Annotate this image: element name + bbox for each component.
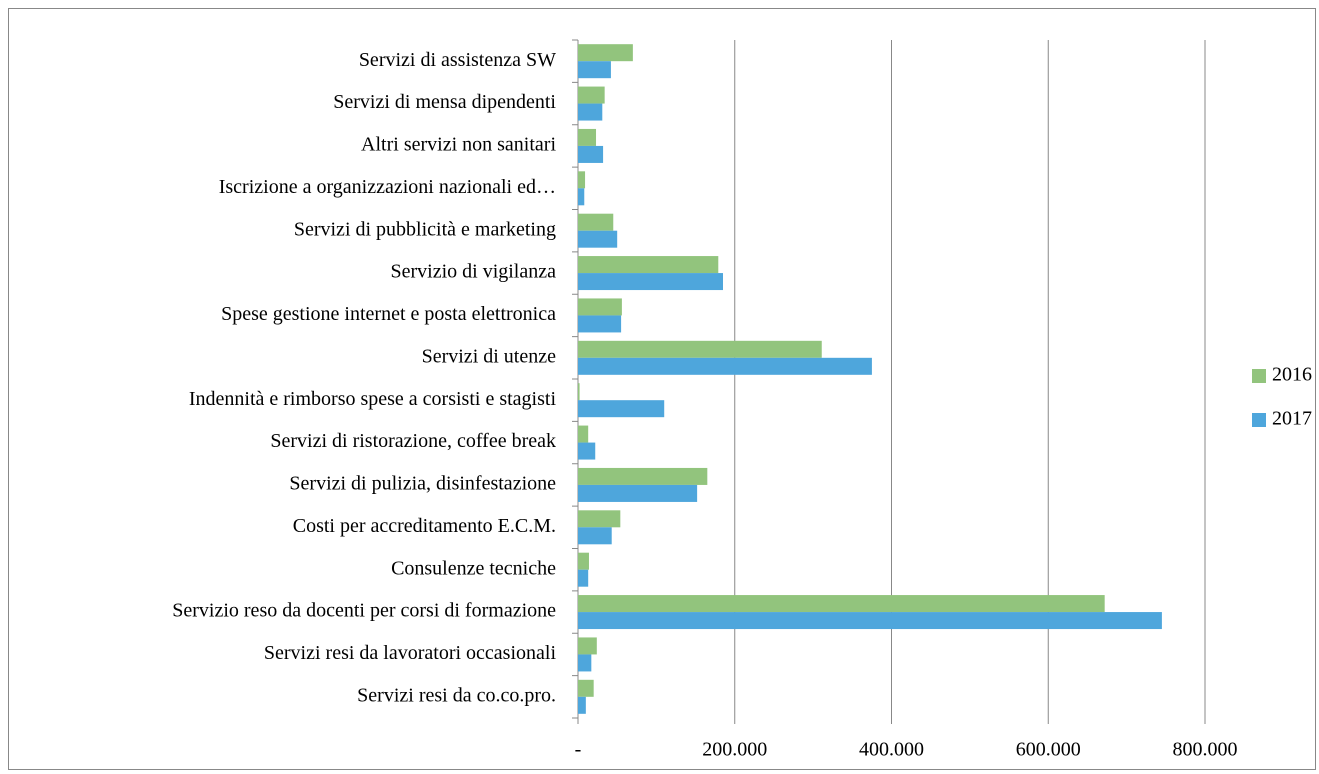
bar — [578, 357, 872, 375]
bar — [578, 654, 592, 672]
legend-swatch — [1252, 369, 1266, 383]
y-tick-label: Servizi di utenze — [422, 345, 557, 367]
x-tick-label: 200.000 — [702, 739, 767, 761]
bar — [578, 340, 822, 358]
bar — [578, 256, 719, 274]
bar — [578, 425, 589, 443]
y-tick-label: Servizi di ristorazione, coffee break — [270, 430, 556, 452]
y-tick-label: Altri servizi non sanitari — [361, 134, 556, 156]
bar — [578, 569, 589, 587]
chart-frame — [8, 8, 1316, 770]
x-tick-label: 800.000 — [1173, 739, 1238, 761]
bar — [578, 86, 605, 104]
bar — [578, 315, 622, 333]
bar — [578, 298, 622, 316]
bar — [578, 637, 597, 655]
bar — [578, 188, 585, 206]
bar — [578, 527, 612, 545]
y-tick-label: Spese gestione internet e posta elettron… — [221, 303, 556, 325]
y-tick-label: Servizi di pulizia, disinfestazione — [289, 473, 556, 495]
y-tick-label: Iscrizione a organizzazioni nazionali ed… — [219, 176, 556, 198]
bar — [578, 145, 604, 163]
y-tick-label: Servizi di assistenza SW — [359, 49, 556, 71]
legend-label: 2016 — [1272, 364, 1312, 386]
y-tick-label: Consulenze tecniche — [391, 557, 556, 579]
bar — [578, 612, 1162, 630]
bar — [578, 273, 723, 291]
bar — [578, 213, 614, 231]
bar — [578, 61, 611, 79]
x-tick-label: 600.000 — [1016, 739, 1081, 761]
y-tick-label: Servizi di pubblicità e marketing — [294, 218, 556, 240]
x-tick-label: - — [575, 739, 582, 761]
bar — [578, 171, 586, 189]
bar — [578, 44, 633, 62]
bar — [578, 400, 665, 418]
bar — [578, 383, 580, 401]
y-tick-label: Costi per accreditamento E.C.M. — [293, 515, 556, 537]
bar — [578, 128, 597, 146]
y-tick-label: Servizi di mensa dipendenti — [333, 91, 556, 113]
y-tick-label: Servizi resi da lavoratori occasionali — [264, 642, 557, 664]
y-tick-label: Servizio di vigilanza — [390, 261, 556, 283]
legend-label: 2017 — [1272, 408, 1312, 430]
bar — [578, 679, 594, 697]
bar — [578, 510, 621, 528]
y-tick-label: Indennità e rimborso spese a corsisti e … — [189, 388, 557, 410]
bar — [578, 595, 1105, 613]
y-tick-label: Servizio reso da docenti per corsi di fo… — [172, 600, 556, 622]
legend-swatch — [1252, 413, 1266, 427]
x-tick-label: 400.000 — [859, 739, 924, 761]
bar — [578, 230, 618, 248]
bar — [578, 442, 596, 460]
bar — [578, 484, 698, 502]
bar — [578, 696, 586, 714]
bar — [578, 467, 708, 485]
y-tick-label: Servizi resi da co.co.pro. — [357, 684, 556, 706]
bar — [578, 103, 603, 121]
bar — [578, 552, 589, 570]
